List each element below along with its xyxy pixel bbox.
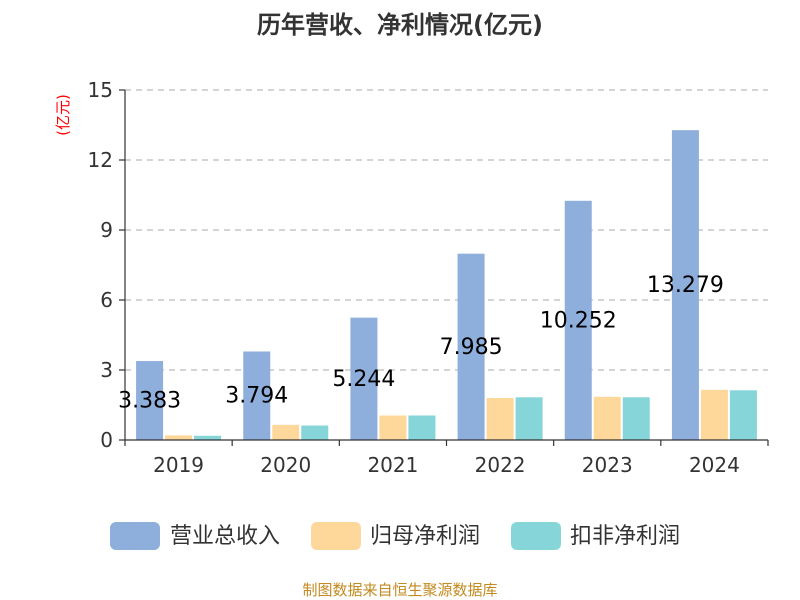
legend-swatch — [110, 522, 160, 550]
bar-2-2022[interactable] — [515, 397, 543, 440]
y-tick-label: 6 — [100, 288, 113, 312]
bar-2-2023[interactable] — [622, 397, 650, 440]
legend-item-2[interactable]: 扣非净利润 — [511, 522, 680, 550]
legend-label: 扣非净利润 — [570, 524, 680, 549]
data-label: 3.794 — [225, 384, 288, 409]
bar-1-2024[interactable] — [700, 389, 728, 440]
legend-item-0[interactable]: 营业总收入 — [110, 522, 280, 550]
bar-2-2021[interactable] — [408, 415, 436, 441]
y-tick-label: 0 — [100, 428, 113, 452]
bar-1-2020[interactable] — [272, 424, 300, 440]
legend-label: 归母净利润 — [370, 524, 480, 549]
bar-0-2024[interactable] — [671, 130, 699, 440]
x-tick-label: 2022 — [475, 453, 526, 477]
bar-2-2019[interactable] — [194, 435, 222, 440]
bar-1-2023[interactable] — [593, 396, 621, 440]
bars — [136, 130, 757, 440]
y-tick-label: 15 — [88, 78, 113, 102]
legend-swatch — [311, 522, 361, 550]
bar-1-2019[interactable] — [165, 435, 193, 440]
bar-0-2022[interactable] — [457, 253, 485, 440]
data-label: 7.985 — [440, 335, 503, 360]
data-label: 13.279 — [647, 273, 724, 298]
data-label: 10.252 — [540, 308, 617, 333]
data-labels: 3.383 3.794 5.244 7.985 10.252 13.279 — [118, 273, 724, 413]
bar-0-2019[interactable] — [136, 361, 164, 440]
y-tick-label: 12 — [88, 148, 113, 172]
gridlines — [125, 89, 768, 371]
bar-0-2021[interactable] — [350, 317, 378, 440]
bar-2-2020[interactable] — [301, 425, 329, 440]
bar-1-2022[interactable] — [486, 398, 514, 440]
bar-1-2021[interactable] — [379, 415, 407, 441]
y-tick-label: 3 — [100, 358, 113, 382]
bar-2-2024[interactable] — [729, 390, 757, 440]
x-tick-label: 2024 — [689, 453, 740, 477]
bar-0-2020[interactable] — [243, 351, 271, 440]
data-label: 3.383 — [118, 389, 181, 414]
y-tick-label: 9 — [100, 218, 113, 242]
x-tick-label: 2020 — [260, 453, 311, 477]
legend[interactable]: 营业总收入 归母净利润 扣非净利润 — [110, 522, 680, 550]
legend-swatch — [511, 522, 561, 550]
bar-0-2023[interactable] — [564, 200, 592, 440]
axes: 0 3 6 9 12 15 2019 2020 2021 2022 2023 2024 — [88, 78, 769, 477]
chart-title: 历年营收、净利情况(亿元) — [257, 11, 543, 39]
x-tick-label: 2019 — [153, 453, 204, 477]
legend-label: 营业总收入 — [170, 524, 280, 549]
x-tick-label: 2023 — [582, 453, 633, 477]
footer-source: 制图数据来自恒生聚源数据库 — [302, 581, 497, 599]
legend-item-1[interactable]: 归母净利润 — [311, 522, 480, 550]
y-axis-label: (亿元) — [54, 94, 72, 136]
x-tick-label: 2021 — [367, 453, 418, 477]
data-label: 5.244 — [332, 367, 395, 392]
